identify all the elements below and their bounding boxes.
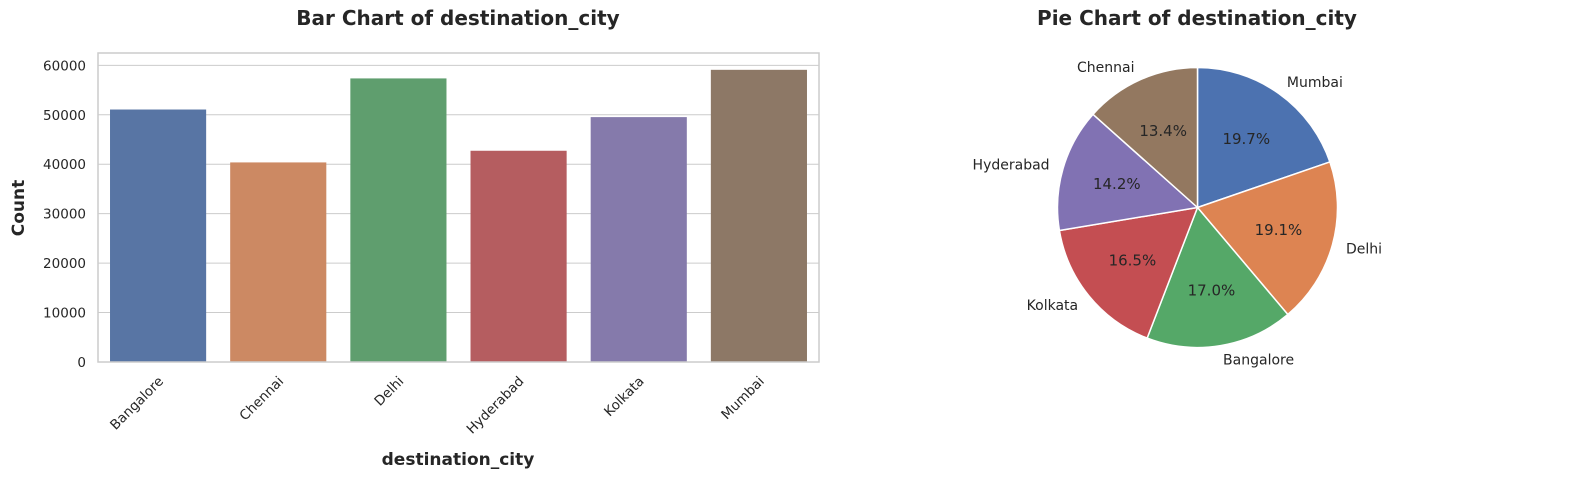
bar-chart: Bar Chart of destination_city 0 10000 2000… bbox=[9, 6, 820, 470]
pie-labels: Mumbai 19.7% Delhi 19.1% Bangalore 17.0% Kolka… bbox=[973, 60, 1382, 368]
bar-bars bbox=[110, 69, 807, 362]
bar-y-tick-label: 20000 bbox=[43, 256, 86, 272]
pie-label-bangalore: Bangalore bbox=[1223, 352, 1294, 368]
bar-x-tick-label: Hyderabad bbox=[464, 374, 528, 438]
bar-y-tick-label: 10000 bbox=[43, 306, 86, 322]
bar-y-ticks: 0 10000 20000 30000 40000 50000 60000 bbox=[43, 58, 86, 371]
pie-percent-hyderabad: 14.2% bbox=[1093, 175, 1141, 193]
bar-y-tick-label: 0 bbox=[77, 355, 86, 371]
bar-x-tick-label: Delhi bbox=[371, 374, 407, 410]
pie-chart-title: Pie Chart of destination_city bbox=[1037, 6, 1357, 30]
pie-slice-delhi bbox=[1196, 161, 1339, 316]
bar-y-tick-label: 40000 bbox=[43, 157, 86, 173]
bar-x-tick-label: Bangalore bbox=[107, 374, 167, 434]
pie-label-chennai: Chennai bbox=[1077, 60, 1134, 76]
bar-x-tick-label: Kolkata bbox=[601, 374, 647, 420]
bar-x-axis-label: destination_city bbox=[382, 450, 535, 470]
bar-hyderabad bbox=[470, 150, 567, 362]
pie-slice-hyderabad bbox=[1056, 113, 1199, 232]
bar-x-ticks: Bangalore Chennai Delhi Hyderabad Kolkata Mum… bbox=[107, 374, 768, 438]
bar-y-axis-label: Count bbox=[9, 180, 29, 237]
bar-y-tick-label: 30000 bbox=[43, 207, 86, 223]
bar-x-tick-label: Mumbai bbox=[718, 374, 767, 423]
bar-chennai bbox=[230, 162, 327, 362]
pie-slice-kolkata bbox=[1058, 206, 1199, 339]
bar-x-tick-label: Chennai bbox=[237, 374, 288, 425]
pie-percent-chennai: 13.4% bbox=[1139, 122, 1187, 140]
bar-y-tick-label: 60000 bbox=[43, 58, 86, 74]
pie-slices bbox=[1056, 66, 1339, 349]
pie-percent-mumbai: 19.7% bbox=[1222, 130, 1270, 148]
pie-percent-kolkata: 16.5% bbox=[1109, 252, 1157, 270]
pie-slice-chennai bbox=[1092, 66, 1199, 209]
bar-mumbai bbox=[710, 69, 807, 362]
bar-plot-frame bbox=[97, 52, 820, 363]
bar-bangalore bbox=[110, 109, 207, 362]
pie-chart: Pie Chart of destination_city Mumbai 19.7… bbox=[973, 6, 1382, 368]
pie-percent-delhi: 19.1% bbox=[1255, 221, 1303, 239]
bar-delhi bbox=[350, 78, 447, 362]
pie-slice-bangalore bbox=[1146, 206, 1289, 349]
bar-grid bbox=[98, 64, 819, 363]
pie-label-kolkata: Kolkata bbox=[1027, 298, 1078, 314]
pie-label-mumbai: Mumbai bbox=[1287, 75, 1343, 91]
pie-label-hyderabad: Hyderabad bbox=[973, 158, 1050, 174]
bar-kolkata bbox=[590, 117, 687, 362]
bar-y-tick-label: 50000 bbox=[43, 108, 86, 124]
pie-slice-mumbai bbox=[1196, 66, 1331, 209]
bar-chart-title: Bar Chart of destination_city bbox=[296, 6, 619, 30]
pie-percent-bangalore: 17.0% bbox=[1188, 281, 1236, 299]
pie-label-delhi: Delhi bbox=[1346, 241, 1382, 257]
